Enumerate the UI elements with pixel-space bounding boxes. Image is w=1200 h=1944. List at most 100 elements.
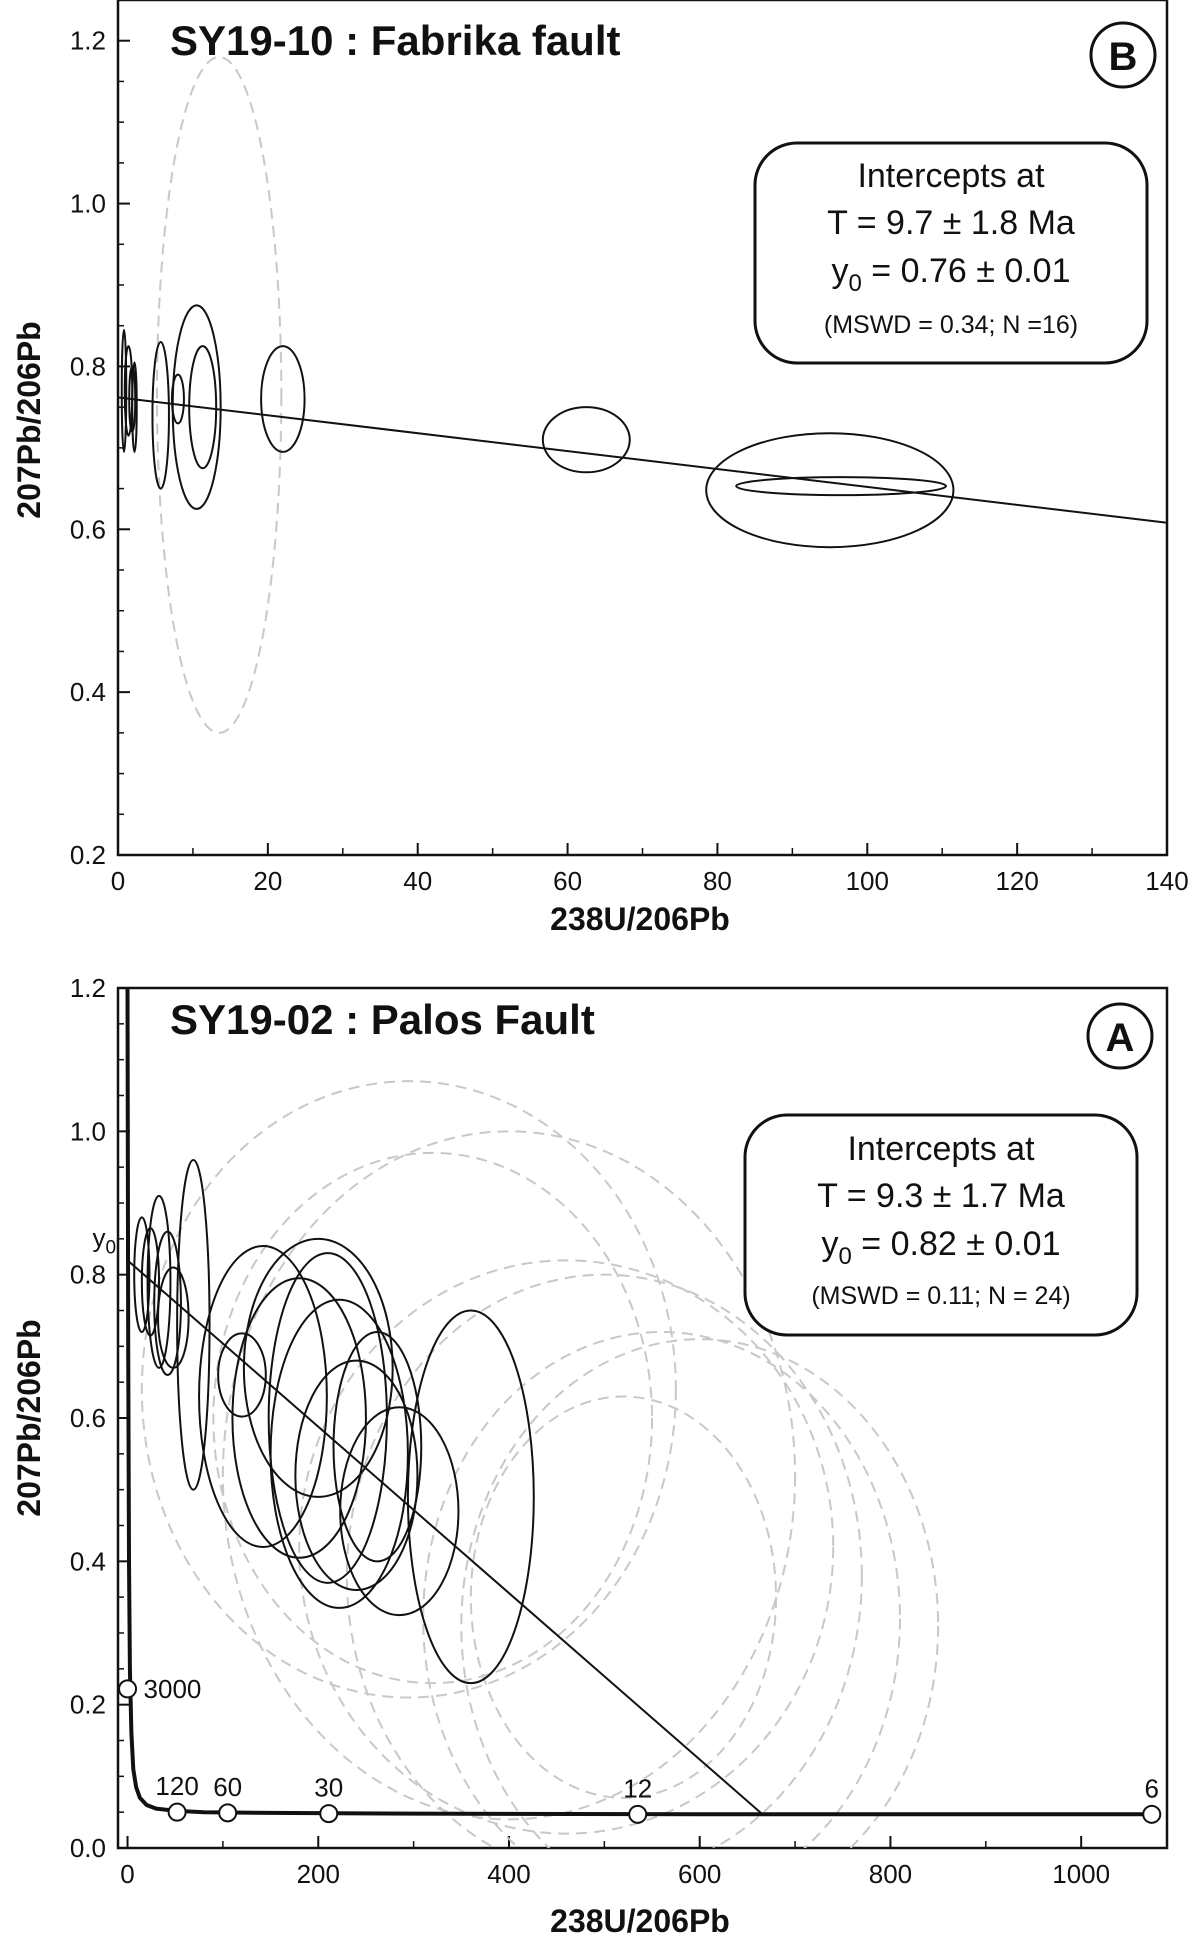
y-tick-label: 0.6 <box>70 1403 106 1433</box>
y0-marker-label: y0 <box>93 1222 117 1258</box>
error-ellipse <box>541 406 631 474</box>
error-ellipse <box>176 1159 211 1491</box>
error-ellipse <box>153 1230 182 1377</box>
error-ellipse-dashed <box>460 1338 940 1848</box>
y0-symbol: y <box>831 252 848 290</box>
x-tick-label: 1000 <box>1052 1859 1110 1889</box>
x-axis-title: 238U/206Pb <box>550 901 730 937</box>
error-ellipse-dashed <box>212 1151 654 1685</box>
error-ellipse <box>188 345 218 470</box>
error-ellipses <box>133 1080 940 1848</box>
age-marker <box>628 1804 648 1824</box>
x-tick-label: 140 <box>1145 866 1188 896</box>
y-axis-title: 207Pb/206Pb <box>11 321 47 518</box>
error-ellipse-dashed <box>221 1130 797 1821</box>
intercepts-box: Intercepts at T = 9.3 ± 1.7 Ma y0 = 0.82… <box>743 1113 1139 1337</box>
panel-title: SY19-10 : Fabrika fault <box>170 17 621 64</box>
age-marker-label: 60 <box>213 1772 242 1802</box>
y-tick-label: 1.0 <box>70 1116 106 1146</box>
regression-line <box>118 396 1167 524</box>
y-tick-label: 0.2 <box>70 840 106 870</box>
x-tick-label: 400 <box>487 1859 530 1889</box>
x-tick-label: 0 <box>120 1859 134 1889</box>
error-ellipse <box>242 1237 394 1498</box>
error-ellipse <box>735 476 947 497</box>
error-ellipse <box>198 1245 328 1548</box>
y0-subscript: 0 <box>848 270 861 297</box>
y0-value: = 0.82 ± 0.01 <box>852 1225 1061 1263</box>
x-tick-label: 100 <box>846 866 889 896</box>
error-ellipse <box>146 1194 172 1369</box>
x-tick-label: 40 <box>403 866 432 896</box>
x-tick-label: 60 <box>553 866 582 896</box>
regression-line-group <box>126 1259 763 1815</box>
plot-frame <box>116 0 1169 857</box>
y-tick-label: 1.2 <box>70 973 106 1003</box>
age-marker-label: 120 <box>155 1771 198 1801</box>
x-tick-label: 200 <box>297 1859 340 1889</box>
y0-marker-symbol: y <box>93 1222 106 1252</box>
y0-value: = 0.76 ± 0.01 <box>862 252 1071 290</box>
intercepts-box: Intercepts at T = 9.7 ± 1.8 Ma y0 = 0.76… <box>753 141 1149 365</box>
age-marker <box>319 1804 339 1824</box>
panel-b-fabrika: 0 20 40 60 80 100 120 140 0.2 0.4 0.6 0.8 1.0 1.2 SY1… <box>11 0 1189 937</box>
age-marker-label: 30 <box>314 1773 343 1803</box>
y-tick-label: 1.0 <box>70 189 106 219</box>
regression-line-group <box>118 396 1167 524</box>
age-marker <box>218 1803 238 1823</box>
x-tick-label: 80 <box>703 866 732 896</box>
intercepts-y0: y0 = 0.76 ± 0.01 <box>831 252 1070 297</box>
tick-marks <box>117 39 1168 856</box>
x-tick-label: 20 <box>253 866 282 896</box>
error-ellipse <box>217 1332 267 1418</box>
y-tick-label: 0.6 <box>70 514 106 544</box>
age-marker <box>167 1802 187 1822</box>
error-ellipse <box>131 361 138 453</box>
y-tick-label: 0.2 <box>70 1690 106 1720</box>
error-ellipse <box>260 345 306 453</box>
intercepts-stats: (MSWD = 0.34; N =16) <box>824 311 1078 339</box>
error-ellipse <box>332 1331 423 1563</box>
y-axis-title: 207Pb/206Pb <box>11 1319 47 1516</box>
error-ellipse <box>294 1359 419 1592</box>
intercepts-heading: Intercepts at <box>847 1130 1035 1168</box>
error-ellipse <box>705 432 955 549</box>
error-ellipse <box>140 1227 161 1337</box>
error-ellipse <box>157 1266 190 1369</box>
error-ellipse-dashed <box>345 1273 863 1848</box>
x-axis-title: 238U/206Pb <box>550 1903 730 1939</box>
y0-symbol: y <box>821 1225 838 1263</box>
x-tick-label: 800 <box>869 1859 912 1889</box>
x-tick-label: 0 <box>111 866 125 896</box>
x-tick-label: 120 <box>995 866 1038 896</box>
error-ellipse <box>120 328 128 453</box>
panel-badge-letter: A <box>1106 1016 1135 1060</box>
panel-badge <box>1086 1002 1154 1070</box>
age-marker-label: 3000 <box>144 1674 202 1704</box>
intercepts-stats: (MSWD = 0.11; N = 24) <box>811 1282 1070 1310</box>
tick-labels: 0 20 40 60 80 100 120 140 0.2 0.4 0.6 0.8 1.0 1.2 <box>70 26 1189 896</box>
y0-subscript: 0 <box>838 1243 851 1270</box>
intercepts-y0: y0 = 0.82 ± 0.01 <box>821 1225 1060 1270</box>
error-ellipse-dashed <box>298 1259 835 1835</box>
error-ellipse-dashed <box>140 1080 677 1699</box>
error-ellipse <box>171 304 222 510</box>
y-tick-label: 0.8 <box>70 1260 106 1290</box>
age-marker-label: 12 <box>623 1773 652 1803</box>
age-marker-label: 6 <box>1145 1773 1159 1803</box>
intercepts-age: T = 9.3 ± 1.7 Ma <box>817 1177 1065 1215</box>
y-tick-label: 0.4 <box>70 677 106 707</box>
error-ellipse-dashed <box>469 1395 778 1799</box>
concordia-group <box>125 988 1152 1817</box>
y0-marker-subscript: 0 <box>106 1237 117 1258</box>
error-ellipse <box>231 1277 367 1559</box>
error-ellipse <box>339 1406 460 1617</box>
concordia-curve <box>125 988 1152 1817</box>
y-tick-label: 0.4 <box>70 1546 106 1576</box>
error-ellipse <box>406 1309 535 1685</box>
panel-badge-letter: B <box>1109 35 1138 79</box>
error-ellipse <box>151 341 170 490</box>
error-ellipse-dashed <box>155 56 283 734</box>
